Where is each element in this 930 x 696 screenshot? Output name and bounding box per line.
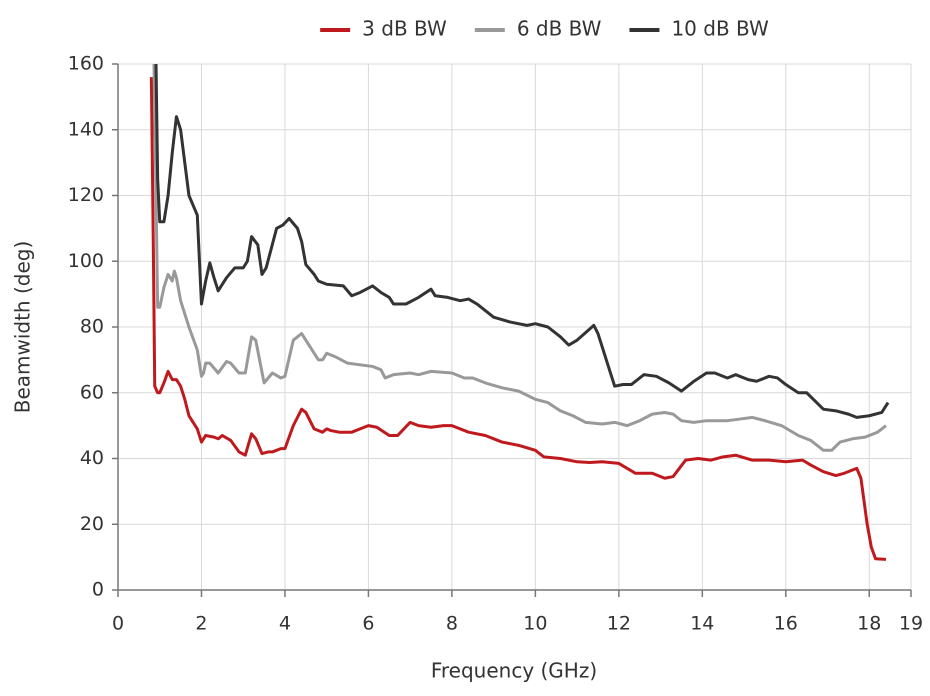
y-axis-title: Beamwidth (deg) (11, 241, 35, 414)
y-tick-label: 120 (68, 184, 104, 206)
legend-label: 6 dB BW (517, 17, 602, 41)
legend: 3 dB BW 6 dB BW 10 dB BW (320, 17, 769, 41)
x-tick-label: 8 (446, 613, 458, 635)
y-tick-label: 140 (68, 118, 104, 140)
x-tick-label: 14 (690, 613, 714, 635)
x-tick-label: 12 (607, 613, 631, 635)
series-line (154, 64, 890, 419)
x-tick-label: 19 (899, 613, 923, 635)
y-tick-label: 160 (68, 53, 104, 75)
y-tick-label: 60 (80, 381, 104, 403)
y-tick-label: 100 (68, 250, 104, 272)
y-tick-label: 20 (80, 513, 104, 535)
legend-label: 10 dB BW (671, 17, 769, 41)
x-tick-label: 2 (195, 613, 207, 635)
x-tick-label: 18 (857, 613, 881, 635)
x-tick-label: 10 (523, 613, 547, 635)
x-tick-label: 0 (112, 613, 124, 635)
x-tick-label: 4 (279, 613, 291, 635)
labels: 0 20 40 60 80 100 120 140 160 0 2 4 6 8 10 12 14 16 18 19 (68, 53, 923, 635)
series-line (152, 64, 887, 452)
legend-label: 3 dB BW (362, 17, 447, 41)
plot-area (149, 64, 890, 561)
x-axis-title: Frequency (GHz) (431, 659, 597, 683)
series-line (149, 77, 887, 561)
x-tick-label: 6 (362, 613, 374, 635)
grid (112, 63, 912, 597)
y-tick-label: 0 (92, 579, 104, 601)
y-tick-label: 40 (80, 447, 104, 469)
y-tick-label: 80 (80, 316, 104, 338)
x-tick-label: 16 (774, 613, 798, 635)
